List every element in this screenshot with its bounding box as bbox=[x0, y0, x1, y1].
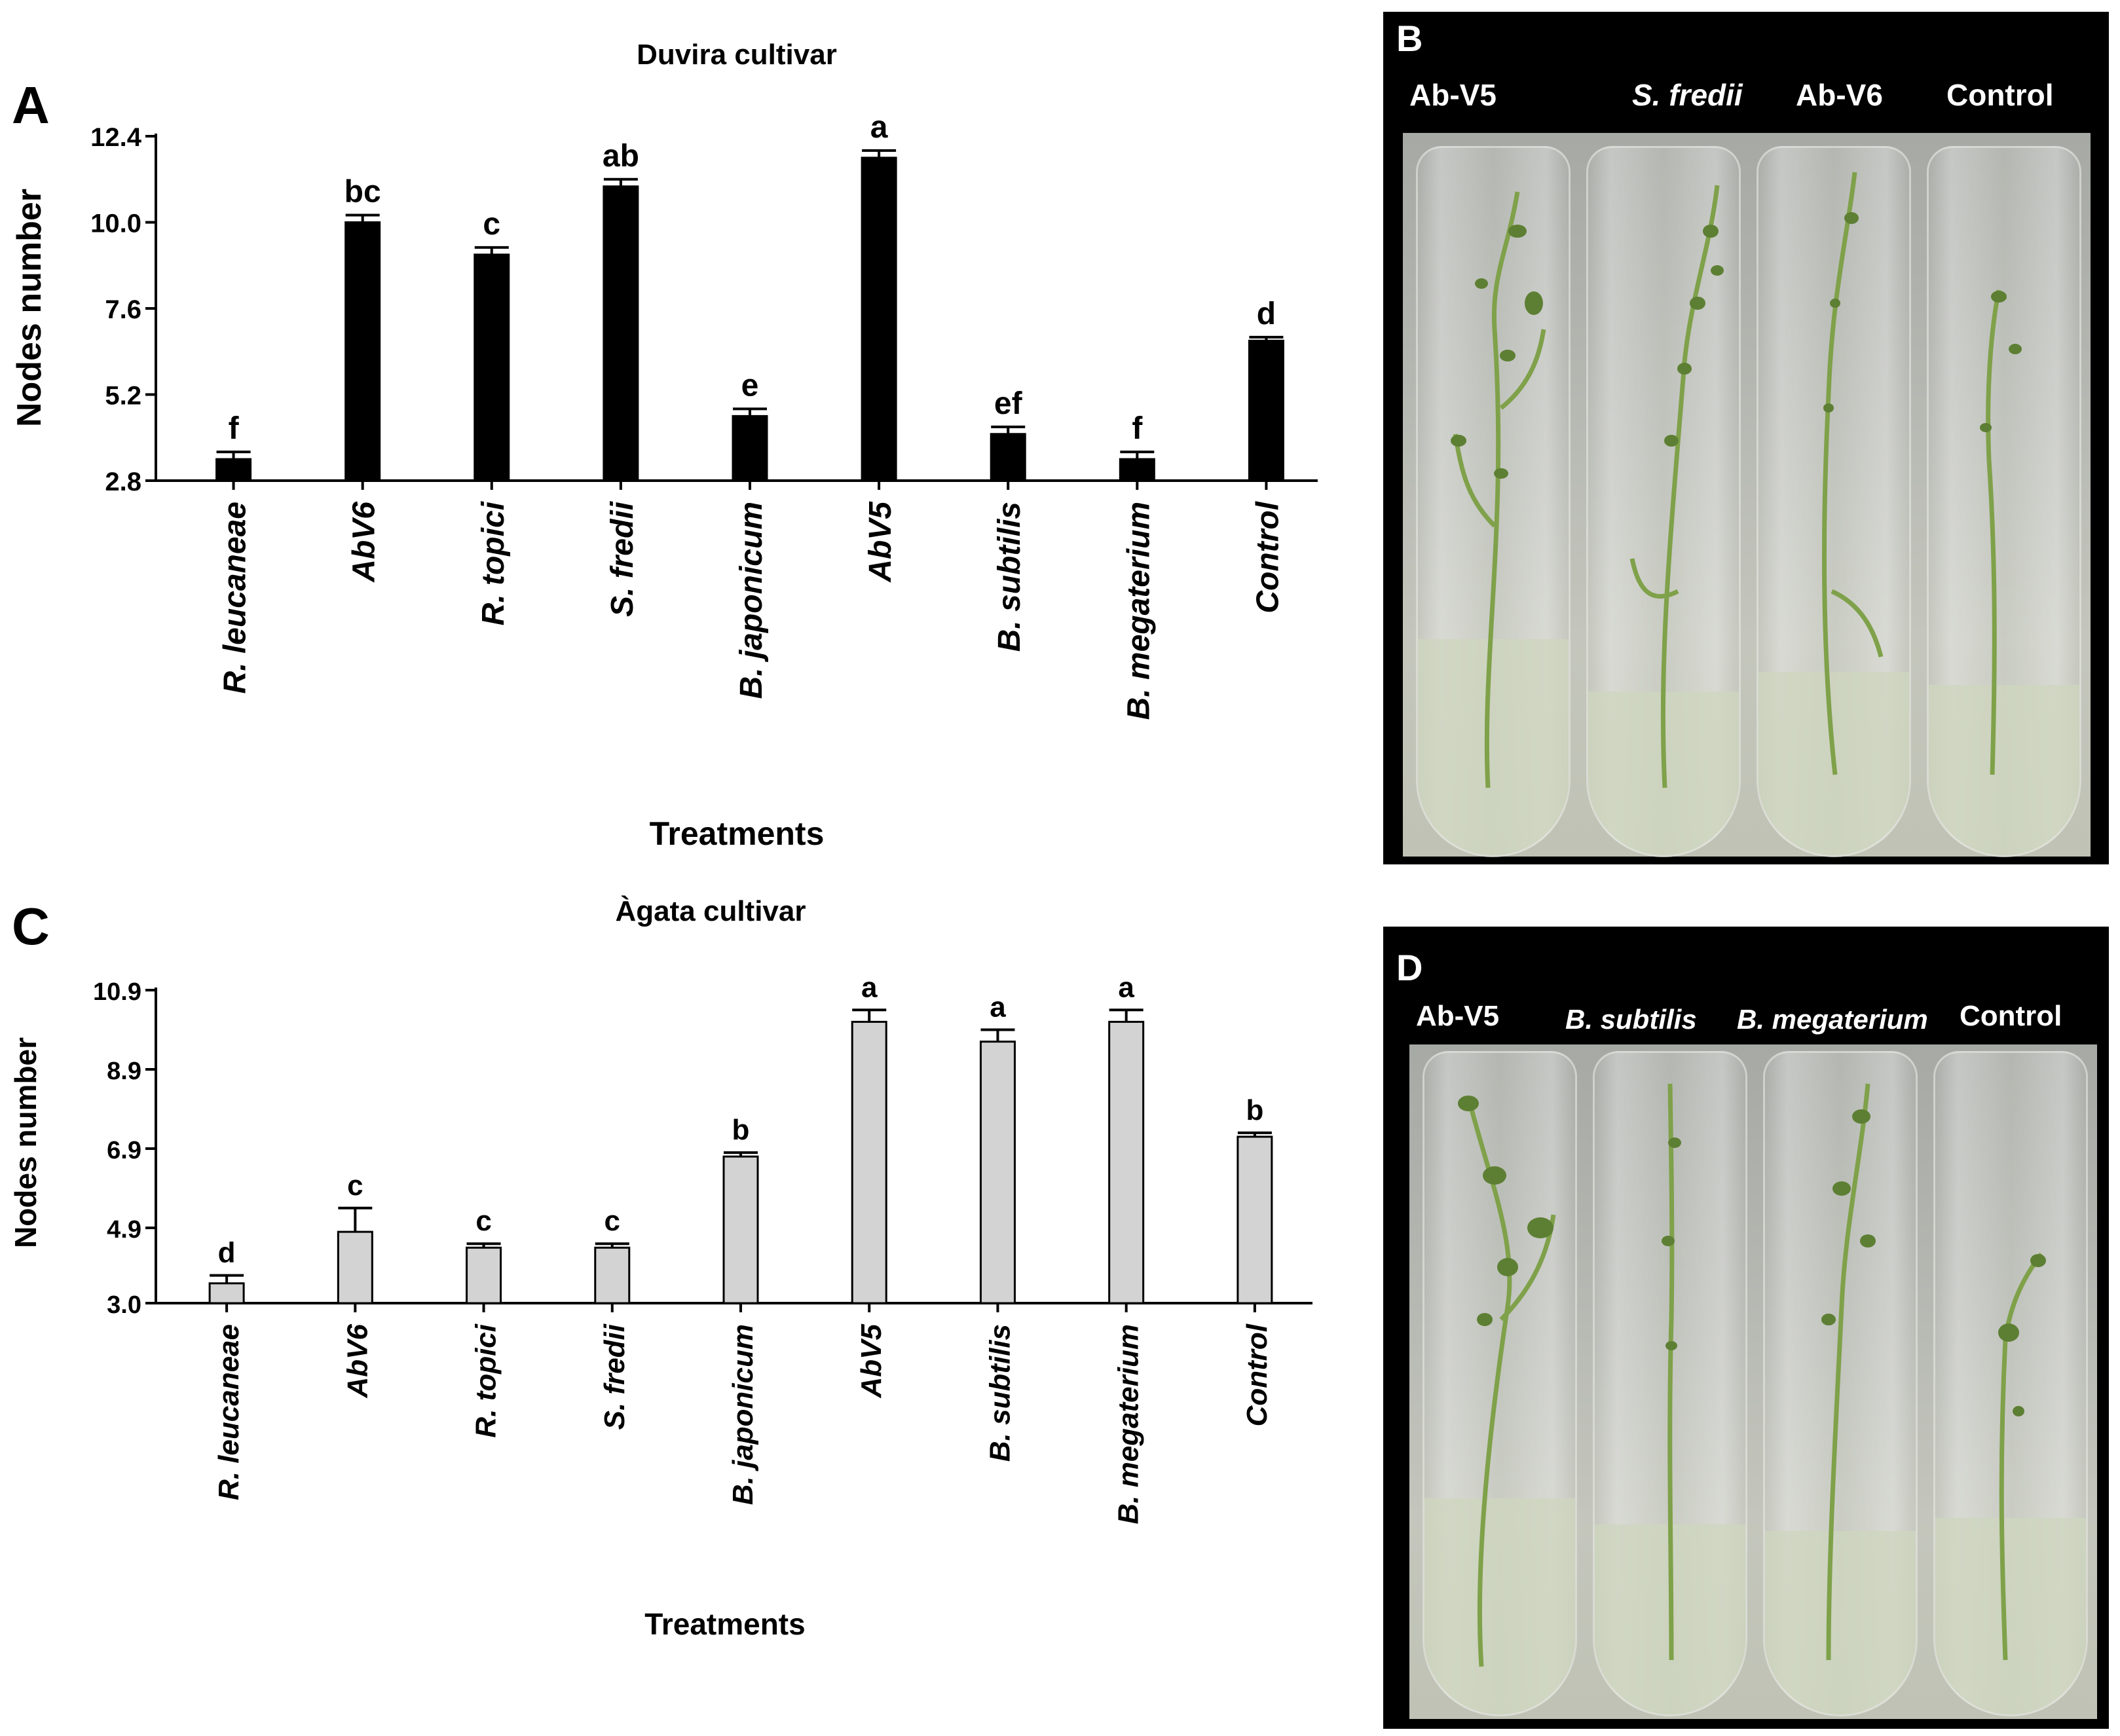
x-axis-label: Treatments bbox=[650, 815, 825, 852]
significance-letter: c bbox=[475, 1205, 491, 1237]
photo-label-4: Control bbox=[1946, 78, 2054, 112]
x-category-label: AbV6 bbox=[341, 1323, 373, 1398]
y-tick-label: 6.9 bbox=[107, 1137, 141, 1164]
significance-letter: c bbox=[604, 1205, 620, 1237]
significance-letter: f bbox=[229, 411, 240, 446]
significance-letter: ef bbox=[994, 386, 1023, 421]
x-category-label: B. megaterium bbox=[1113, 1324, 1145, 1524]
bar-series: d c c c b a a a b bbox=[208, 971, 1273, 1304]
bar-3 bbox=[603, 185, 639, 482]
x-axis-categories: R. leucaneae AbV6 R. topici S. fredii B. jap… bbox=[218, 500, 1286, 720]
x-category-label: AbV5 bbox=[863, 501, 898, 583]
panel-letter-c: C bbox=[12, 897, 50, 955]
photo-label-3: Ab-V6 bbox=[1796, 78, 1883, 112]
significance-letter: d bbox=[1257, 297, 1276, 331]
bar-4 bbox=[732, 415, 768, 482]
x-category-label: B. subtilis bbox=[984, 1324, 1016, 1462]
bar-series: f bc c ab e a ef f d bbox=[215, 110, 1284, 482]
x-category-label: AbV6 bbox=[347, 502, 382, 583]
bar-8 bbox=[1248, 339, 1284, 482]
x-category-label: Control bbox=[1241, 1323, 1273, 1426]
significance-letter: ab bbox=[603, 139, 639, 174]
significance-letter: b bbox=[1246, 1094, 1263, 1126]
y-tick-label: 10.9 bbox=[93, 978, 141, 1006]
photo-label-2: S. fredii bbox=[1632, 78, 1743, 112]
photo-label-2: B. subtilis bbox=[1565, 1004, 1697, 1035]
bar-5 bbox=[861, 157, 897, 482]
bar-1 bbox=[337, 1230, 373, 1304]
bar-7 bbox=[1119, 458, 1155, 482]
x-axis-categories: R. leucaneae AbV6 R. topici S. fredii B. jap… bbox=[213, 1323, 1273, 1524]
panel-letter-a: A bbox=[12, 76, 50, 134]
panel-letter-d: D bbox=[1396, 947, 1423, 988]
significance-letter: d bbox=[218, 1237, 236, 1269]
plant-photo bbox=[1409, 1044, 2097, 1719]
chart-agata: Àgata cultivar Nodes number Treatments 3… bbox=[9, 895, 1312, 1641]
photo-label-1: Ab-V5 bbox=[1409, 78, 1497, 112]
x-category-label: R. leucaneae bbox=[213, 1324, 245, 1500]
significance-letter: e bbox=[741, 368, 759, 403]
significance-letter: bc bbox=[344, 175, 381, 210]
significance-letter: c bbox=[483, 207, 500, 242]
x-category-label: B. japonicum bbox=[734, 502, 769, 699]
bar-6 bbox=[990, 433, 1026, 482]
chart-title: Duvira cultivar bbox=[637, 39, 837, 71]
y-tick-label: 10.0 bbox=[90, 210, 141, 238]
significance-letter: f bbox=[1132, 411, 1143, 446]
bar-7 bbox=[1108, 1020, 1145, 1304]
significance-letter: a bbox=[861, 971, 878, 1003]
x-category-label: R. topici bbox=[476, 500, 511, 625]
bar-3 bbox=[594, 1246, 631, 1304]
y-tick-label: 12.4 bbox=[90, 123, 142, 152]
significance-letter: b bbox=[732, 1114, 750, 1146]
photo-label-3: B. megaterium bbox=[1737, 1004, 1928, 1035]
y-tick-label: 2.8 bbox=[105, 468, 141, 496]
x-axis-label: Treatments bbox=[644, 1607, 805, 1641]
bar-6 bbox=[979, 1041, 1016, 1304]
y-tick-label: 7.6 bbox=[105, 295, 141, 324]
significance-letter: a bbox=[870, 110, 888, 145]
bar-4 bbox=[722, 1155, 759, 1304]
x-category-label: AbV5 bbox=[855, 1323, 887, 1398]
bar-0 bbox=[208, 1282, 245, 1304]
bar-8 bbox=[1237, 1136, 1273, 1304]
y-tick-label: 3.0 bbox=[107, 1291, 141, 1319]
significance-letter: c bbox=[347, 1170, 363, 1202]
photo-panel-b: B Ab-V5 S. fredii Ab-V6 Control bbox=[1383, 12, 2109, 864]
photo-label-1: Ab-V5 bbox=[1416, 1000, 1500, 1032]
x-category-label: R. leucaneae bbox=[218, 502, 253, 693]
photo-label-4: Control bbox=[1960, 1000, 2062, 1032]
y-tick-label: 8.9 bbox=[107, 1058, 141, 1085]
x-category-label: B. subtilis bbox=[992, 502, 1027, 652]
x-category-label: Control bbox=[1250, 500, 1285, 613]
bar-2 bbox=[466, 1246, 502, 1304]
x-category-label: B. megaterium bbox=[1121, 502, 1156, 720]
x-category-label: B. japonicum bbox=[727, 1324, 759, 1505]
plant-photo bbox=[1403, 133, 2091, 857]
y-tick-label: 4.9 bbox=[107, 1216, 141, 1244]
y-tick-label: 5.2 bbox=[105, 382, 141, 411]
chart-title: Àgata cultivar bbox=[616, 895, 806, 927]
significance-letter: a bbox=[990, 991, 1006, 1024]
significance-letter: a bbox=[1118, 971, 1134, 1003]
x-category-label: S. fredii bbox=[599, 1323, 631, 1430]
y-axis-label: Nodes number bbox=[10, 189, 48, 427]
y-axis-label: Nodes number bbox=[9, 1037, 43, 1248]
x-category-label: S. fredii bbox=[605, 500, 640, 617]
panel-letter-b: B bbox=[1396, 18, 1423, 59]
x-category-label: R. topici bbox=[470, 1323, 502, 1437]
bar-1 bbox=[344, 221, 381, 482]
chart-duvira: Duvira cultivar Nodes number Treatments … bbox=[10, 39, 1318, 852]
bar-5 bbox=[851, 1020, 887, 1304]
photo-panel-d: D Ab-V5 B. subtilis B. megaterium Contro… bbox=[1383, 927, 2109, 1729]
bar-2 bbox=[474, 253, 510, 482]
bar-0 bbox=[215, 458, 252, 482]
